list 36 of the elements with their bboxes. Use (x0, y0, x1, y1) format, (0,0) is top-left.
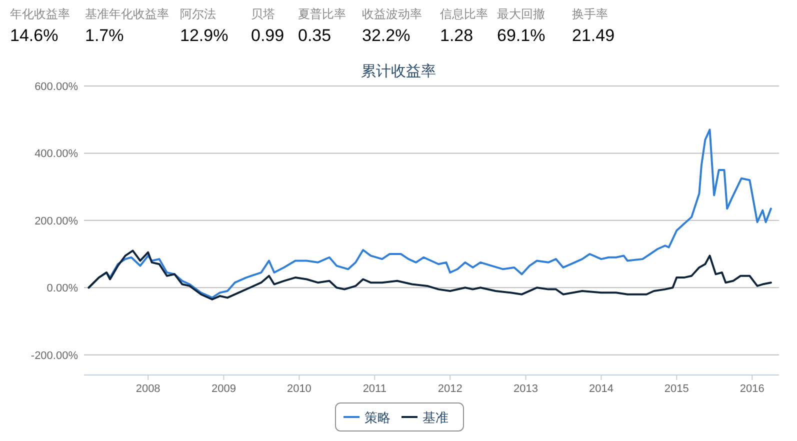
text: 1.28 (440, 26, 474, 46)
text: 最大回撤 (497, 6, 546, 23)
text: 夏普比率 (298, 6, 347, 23)
text: 贝塔 (251, 6, 276, 23)
x-tick-label: 2009 (212, 383, 236, 395)
x-tick-label: 2014 (588, 383, 614, 395)
x-tick-label: 2008 (136, 383, 160, 395)
x-tick-label: 2012 (438, 383, 462, 395)
text: 阿尔法 (180, 6, 217, 23)
y-tick-label: 400.00% (34, 148, 78, 160)
x-tick-label: 2013 (514, 383, 538, 395)
text: 换手率 (572, 6, 609, 23)
y-tick-label: 600.00% (34, 81, 78, 93)
text: 0.99 (251, 26, 286, 46)
y-tick-label: 0.00% (46, 282, 78, 295)
text: 21.49 (572, 26, 616, 46)
y-tick-label: 200.00% (34, 215, 78, 228)
text: 收益波动率 (362, 6, 423, 23)
text: 32.2% (362, 26, 412, 46)
x-tick-label: 2011 (362, 383, 386, 395)
chart-title: 累计收益率 (361, 63, 436, 80)
text: 信息比率 (440, 6, 489, 23)
text: 1.7% (85, 26, 125, 46)
text: 0.35 (298, 26, 332, 46)
text: 12.9% (180, 26, 230, 46)
text: 年化收益率 (10, 6, 71, 23)
legend-label: 基准 (422, 410, 448, 425)
x-tick-label: 2010 (286, 383, 312, 395)
x-tick-label: 2016 (740, 383, 764, 395)
legend-label: 策略 (364, 410, 390, 425)
x-tick-label: 2015 (664, 383, 689, 395)
text: 基准年化收益率 (85, 6, 170, 23)
y-tick-label: -200.00% (30, 350, 78, 362)
text: 69.1% (497, 26, 546, 46)
text: 14.6% (10, 26, 60, 46)
line-series (88, 250, 772, 300)
